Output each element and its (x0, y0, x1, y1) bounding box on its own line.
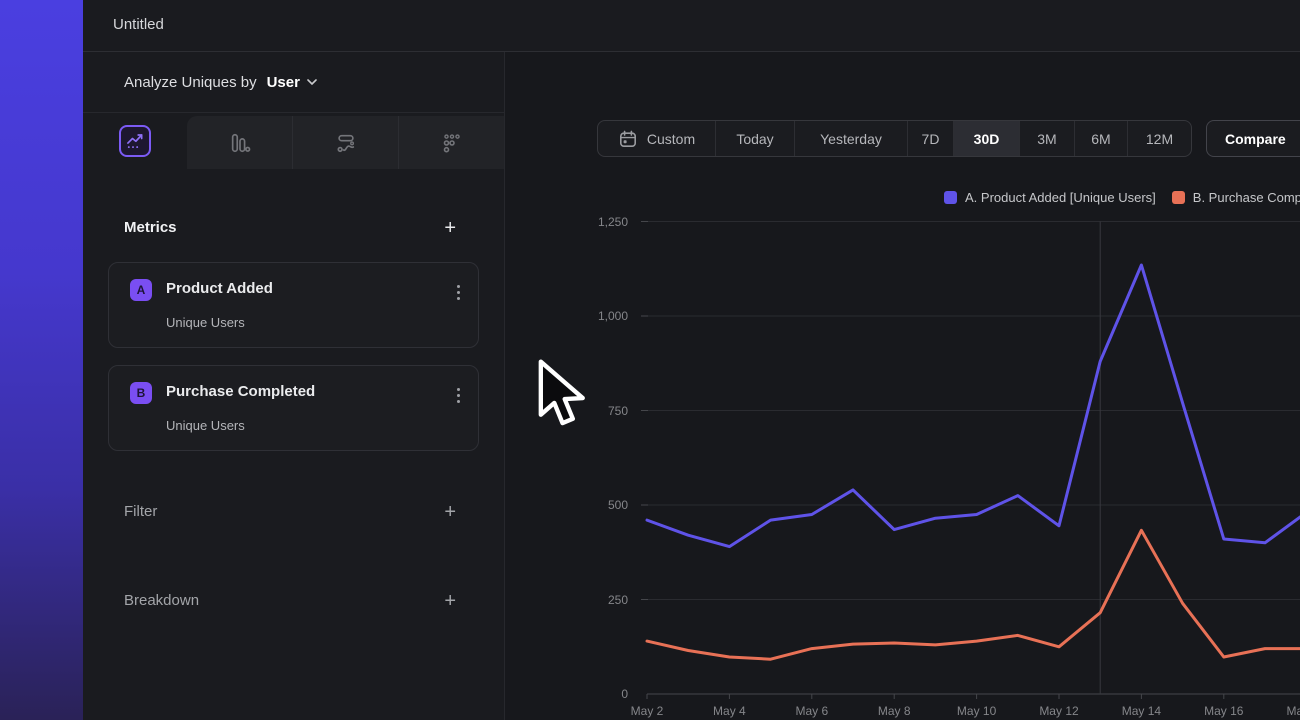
top-bar: Untitled (83, 0, 1300, 52)
metric-title: Product Added (166, 280, 273, 297)
range-7d[interactable]: 7D (907, 121, 953, 156)
range-label: 12M (1146, 131, 1173, 147)
app-window: Untitled Analyze Uniques by User (0, 0, 1300, 720)
dots-grid-icon (441, 132, 463, 154)
nav-rail (0, 0, 83, 720)
kebab-menu-icon[interactable] (455, 283, 462, 302)
x-axis-label: May 18 (1276, 704, 1300, 718)
x-axis-label: May 4 (699, 704, 759, 718)
legend-swatch-purple (944, 191, 957, 204)
y-axis-label: 1,000 (560, 309, 628, 323)
metric-card-a[interactable]: A Product Added Unique Users (108, 262, 479, 348)
analyze-row: Analyze Uniques by User (83, 52, 504, 113)
range-label: 6M (1091, 131, 1110, 147)
metric-badge-a: A (130, 279, 152, 301)
line-chart-icon (119, 125, 151, 157)
x-axis-label: May 8 (864, 704, 924, 718)
range-30d[interactable]: 30D (953, 121, 1019, 156)
x-axis-label: May 16 (1194, 704, 1254, 718)
y-axis-label: 750 (560, 404, 628, 418)
flow-icon (335, 132, 357, 154)
legend-label: A. Product Added [Unique Users] (965, 190, 1156, 205)
x-axis-label: May 12 (1029, 704, 1089, 718)
breakdown-section: Breakdown + (124, 592, 456, 609)
chart-legend: A. Product Added [Unique Users] B. Purch… (944, 190, 1300, 205)
mouse-cursor-icon (536, 358, 589, 428)
range-label: 3M (1037, 131, 1056, 147)
range-12m[interactable]: 12M (1127, 121, 1191, 156)
date-range-picker: Custom Today Yesterday 7D 30D 3M 6M 12M (597, 120, 1192, 157)
legend-item-b[interactable]: B. Purchase Completed [Unique Users] (1172, 190, 1300, 205)
calendar-icon (618, 129, 638, 149)
tab-flow[interactable] (292, 116, 398, 169)
legend-item-a[interactable]: A. Product Added [Unique Users] (944, 190, 1156, 205)
bar-chart-icon (229, 132, 251, 154)
analyze-by-dropdown[interactable]: User (267, 74, 317, 91)
chevron-down-icon (307, 79, 317, 85)
breakdown-label: Breakdown (124, 592, 199, 609)
add-filter-button[interactable]: + (444, 505, 456, 519)
y-axis-label: 1,250 (560, 215, 628, 229)
metric-subtitle[interactable]: Unique Users (166, 418, 245, 433)
x-axis-label: May 6 (782, 704, 842, 718)
range-label: 7D (922, 131, 940, 147)
y-axis-label: 500 (560, 498, 628, 512)
kebab-menu-icon[interactable] (455, 386, 462, 405)
range-label: Custom (647, 131, 695, 147)
chart-type-tabs (83, 113, 504, 169)
chart-type-tab-group (187, 116, 504, 169)
y-axis-label: 250 (560, 593, 628, 607)
metrics-heading: Metrics (124, 219, 177, 236)
range-label: Yesterday (820, 131, 882, 147)
tab-bar-chart[interactable] (187, 116, 292, 169)
filter-section: Filter + (124, 503, 456, 520)
range-label: Today (736, 131, 773, 147)
report-title[interactable]: Untitled (113, 16, 164, 33)
range-today[interactable]: Today (715, 121, 794, 156)
compare-button[interactable]: Compare (1206, 120, 1300, 157)
metric-card-b[interactable]: B Purchase Completed Unique Users (108, 365, 479, 451)
filter-label: Filter (124, 503, 157, 520)
range-custom[interactable]: Custom (598, 121, 715, 156)
metrics-header: Metrics + (124, 219, 456, 236)
analyze-label: Analyze Uniques by (124, 74, 257, 91)
x-axis-label: May 10 (947, 704, 1007, 718)
analyze-by-value: User (267, 74, 300, 91)
metric-badge-b: B (130, 382, 152, 404)
x-axis-label: May 14 (1111, 704, 1171, 718)
tab-dots-grid[interactable] (398, 116, 504, 169)
legend-swatch-orange (1172, 191, 1185, 204)
x-axis-label: May 2 (617, 704, 677, 718)
query-panel: Analyze Uniques by User (83, 52, 505, 720)
add-metric-button[interactable]: + (444, 221, 456, 235)
range-label: 30D (974, 131, 1000, 147)
range-yesterday[interactable]: Yesterday (794, 121, 907, 156)
legend-label: B. Purchase Completed [Unique Users] (1193, 190, 1300, 205)
tab-line-chart[interactable] (83, 113, 187, 169)
metric-title: Purchase Completed (166, 383, 315, 400)
range-6m[interactable]: 6M (1074, 121, 1127, 156)
metric-subtitle[interactable]: Unique Users (166, 315, 245, 330)
range-3m[interactable]: 3M (1019, 121, 1074, 156)
y-axis-label: 0 (560, 687, 628, 701)
add-breakdown-button[interactable]: + (444, 594, 456, 608)
